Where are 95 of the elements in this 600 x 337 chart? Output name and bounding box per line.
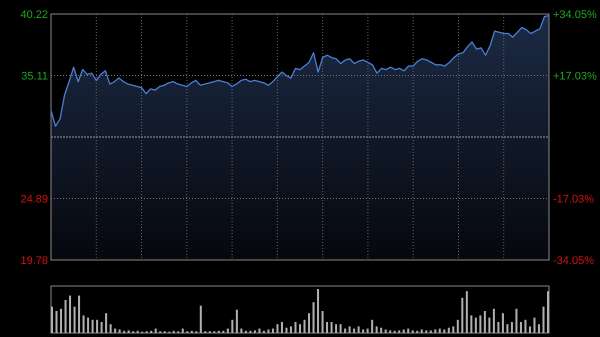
y-tick-label: 19.78 <box>20 254 48 267</box>
y2-tick-label: -17.03% <box>553 193 594 206</box>
bar <box>456 320 459 333</box>
bar <box>520 322 522 333</box>
bar <box>371 320 374 333</box>
bar <box>510 322 513 333</box>
bar <box>298 324 302 333</box>
bar <box>376 326 378 333</box>
bar <box>524 320 526 333</box>
bar <box>330 322 333 333</box>
bar <box>317 289 320 333</box>
bar <box>74 306 76 333</box>
bar <box>497 322 500 333</box>
bar <box>312 302 315 333</box>
bar <box>384 329 387 333</box>
bar <box>82 315 85 333</box>
bar <box>96 320 98 333</box>
bar <box>105 313 108 333</box>
bar <box>231 320 234 333</box>
bar <box>240 328 242 333</box>
bar <box>304 320 306 333</box>
bar <box>78 296 80 333</box>
y2-tick-label: +17.03% <box>553 70 597 82</box>
bar <box>294 322 296 333</box>
y2-tick-label: +34.05% <box>553 8 597 21</box>
bar <box>69 296 72 333</box>
bar <box>420 329 423 333</box>
bar <box>488 318 490 333</box>
bar <box>50 306 54 333</box>
bar <box>344 328 346 333</box>
bar <box>470 315 472 333</box>
bar <box>326 322 328 333</box>
bar <box>515 308 518 333</box>
bar <box>479 315 482 333</box>
bar <box>443 329 446 333</box>
bar <box>430 330 432 333</box>
bar <box>128 330 130 333</box>
bar <box>236 310 238 333</box>
bar <box>110 324 112 333</box>
bar <box>308 313 310 333</box>
bar <box>276 324 278 333</box>
bar <box>92 320 94 333</box>
bar <box>412 330 414 333</box>
bar <box>154 328 157 333</box>
bar <box>389 330 392 333</box>
bar <box>87 318 90 333</box>
bar <box>380 328 382 333</box>
bar <box>254 330 256 333</box>
y-tick-label: 24.89 <box>20 193 48 206</box>
bar <box>506 324 508 333</box>
bar <box>448 328 450 333</box>
bar <box>452 326 454 333</box>
bar <box>546 291 550 333</box>
bar <box>267 329 270 333</box>
bar <box>272 328 274 333</box>
bar <box>56 311 58 333</box>
bar <box>484 311 486 333</box>
y2-tick-label: -34.05% <box>553 254 594 267</box>
bar <box>340 324 342 333</box>
bar <box>538 324 540 333</box>
bar <box>60 308 62 333</box>
bar <box>182 328 184 333</box>
bar <box>353 328 356 333</box>
bar <box>533 318 536 333</box>
bar <box>425 330 428 333</box>
bar <box>466 291 468 333</box>
bar <box>398 330 400 333</box>
bar <box>100 322 103 333</box>
y-tick-label: 35.11 <box>21 70 48 82</box>
bar <box>280 322 283 333</box>
bar <box>474 318 477 333</box>
bar <box>285 328 288 333</box>
bar <box>461 298 464 333</box>
bar <box>226 328 229 333</box>
bar <box>348 326 351 333</box>
bar <box>362 329 364 333</box>
bar <box>542 306 544 333</box>
bar <box>434 329 436 333</box>
bar <box>402 329 405 333</box>
bar <box>322 311 324 333</box>
bar <box>335 324 338 333</box>
bar <box>64 300 67 333</box>
y-tick-label: 40.22 <box>20 8 48 21</box>
bar <box>118 329 121 333</box>
bar <box>502 313 504 333</box>
bar <box>200 306 202 333</box>
bar <box>366 328 369 333</box>
bar <box>528 326 531 333</box>
bar <box>258 328 260 333</box>
bar <box>358 326 360 333</box>
bar <box>438 328 441 333</box>
bar <box>114 328 116 333</box>
bar <box>407 328 410 333</box>
bar <box>290 326 292 333</box>
bar <box>492 308 495 333</box>
